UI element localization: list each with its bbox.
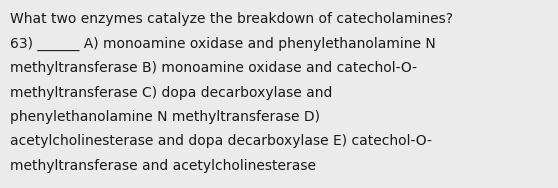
Text: phenylethanolamine N methyltransferase D): phenylethanolamine N methyltransferase D…: [10, 110, 320, 124]
Text: methyltransferase B) monoamine oxidase and catechol-O-: methyltransferase B) monoamine oxidase a…: [10, 61, 417, 75]
Text: methyltransferase and acetylcholinesterase: methyltransferase and acetylcholinestera…: [10, 159, 316, 173]
Text: What two enzymes catalyze the breakdown of catecholamines?: What two enzymes catalyze the breakdown …: [10, 12, 453, 26]
Text: acetylcholinesterase and dopa decarboxylase E) catechol-O-: acetylcholinesterase and dopa decarboxyl…: [10, 134, 432, 149]
Text: methyltransferase C) dopa decarboxylase and: methyltransferase C) dopa decarboxylase …: [10, 86, 333, 99]
Text: 63) ______ A) monoamine oxidase and phenylethanolamine N: 63) ______ A) monoamine oxidase and phen…: [10, 36, 436, 51]
